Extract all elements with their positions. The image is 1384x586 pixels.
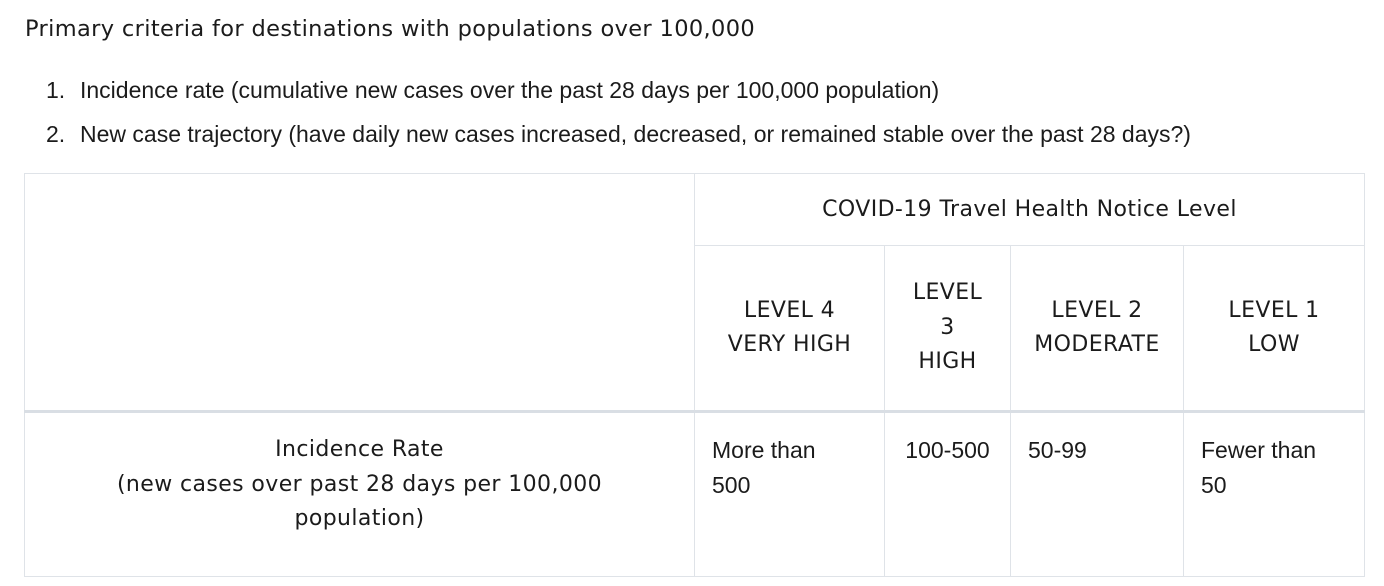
notice-level-group-header: COVID-19 Travel Health Notice Level	[694, 173, 1365, 246]
table-row: Incidence Rate (new cases over past 28 d…	[24, 411, 1365, 577]
criteria-list: 1. Incidence rate (cumulative new cases o…	[46, 74, 1191, 162]
level-2-value: 50-99	[1010, 411, 1184, 577]
level-header-row: LEVEL 4 VERY HIGH LEVEL 3 HIGH LEVEL 2 M…	[25, 245, 1365, 413]
level-3-header: LEVEL 3 HIGH	[884, 245, 1011, 413]
empty-header-cell	[24, 173, 695, 413]
criteria-text: Incidence rate (cumulative new cases ove…	[80, 77, 940, 103]
incidence-rate-label: Incidence Rate (new cases over past 28 d…	[24, 411, 695, 577]
page-heading: Primary criteria for destinations with p…	[25, 16, 756, 42]
criteria-number: 2.	[46, 121, 66, 147]
level-4-header: LEVEL 4 VERY HIGH	[694, 245, 885, 413]
criteria-number: 1.	[46, 77, 66, 103]
level-2-header: LEVEL 2 MODERATE	[1010, 245, 1184, 413]
table-header-row: COVID-19 Travel Health Notice Level	[24, 173, 1365, 413]
criteria-text: New case trajectory (have daily new case…	[80, 121, 1191, 147]
level-3-value: 100-500	[884, 411, 1011, 577]
level-1-value: Fewer than 50	[1183, 411, 1365, 577]
criteria-item: 1. Incidence rate (cumulative new cases o…	[46, 74, 1191, 118]
criteria-item: 2. New case trajectory (have daily new ca…	[46, 118, 1191, 162]
travel-notice-table: COVID-19 Travel Health Notice Level LEVE…	[24, 173, 1365, 577]
level-4-value: More than 500	[694, 411, 885, 577]
level-1-header: LEVEL 1 LOW	[1183, 245, 1365, 413]
